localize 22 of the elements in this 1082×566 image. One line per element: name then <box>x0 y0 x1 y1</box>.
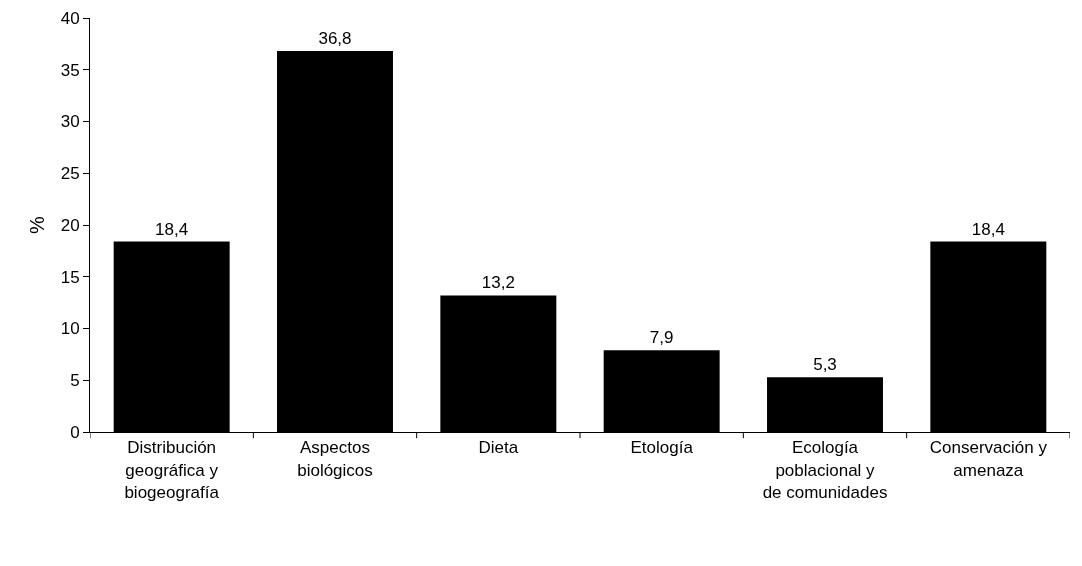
y-tick-label: 5 <box>70 371 80 391</box>
y-tick-label: 30 <box>60 112 80 132</box>
data-label: 7,9 <box>649 328 674 348</box>
data-label: 13,2 <box>481 273 515 293</box>
data-label: 18,4 <box>155 219 189 239</box>
y-tick-label: 20 <box>60 215 80 235</box>
y-tick-label: 0 <box>70 422 80 442</box>
data-label: 18,4 <box>971 219 1005 239</box>
x-tick-label: Dieta <box>478 438 519 458</box>
y-tick-label: 10 <box>60 319 80 339</box>
x-tick-label: Ecología poblacional y de comunidades <box>762 438 888 502</box>
x-tick-label: Aspectos biológicos <box>297 438 373 480</box>
y-tick-label: 25 <box>60 164 80 184</box>
y-tick-label: 35 <box>60 60 80 80</box>
x-tick-label: Conservación y amenaza <box>929 438 1048 480</box>
y-tick-label: 40 <box>60 8 80 28</box>
data-label: 36,8 <box>318 29 352 49</box>
x-tick-label: Distribución geográfica y biogeografía <box>124 438 220 502</box>
y-tick-label: 15 <box>60 267 80 287</box>
x-tick-label: Etología <box>630 438 694 458</box>
data-label: 5,3 <box>813 355 837 375</box>
y-axis-title: % <box>26 215 49 234</box>
